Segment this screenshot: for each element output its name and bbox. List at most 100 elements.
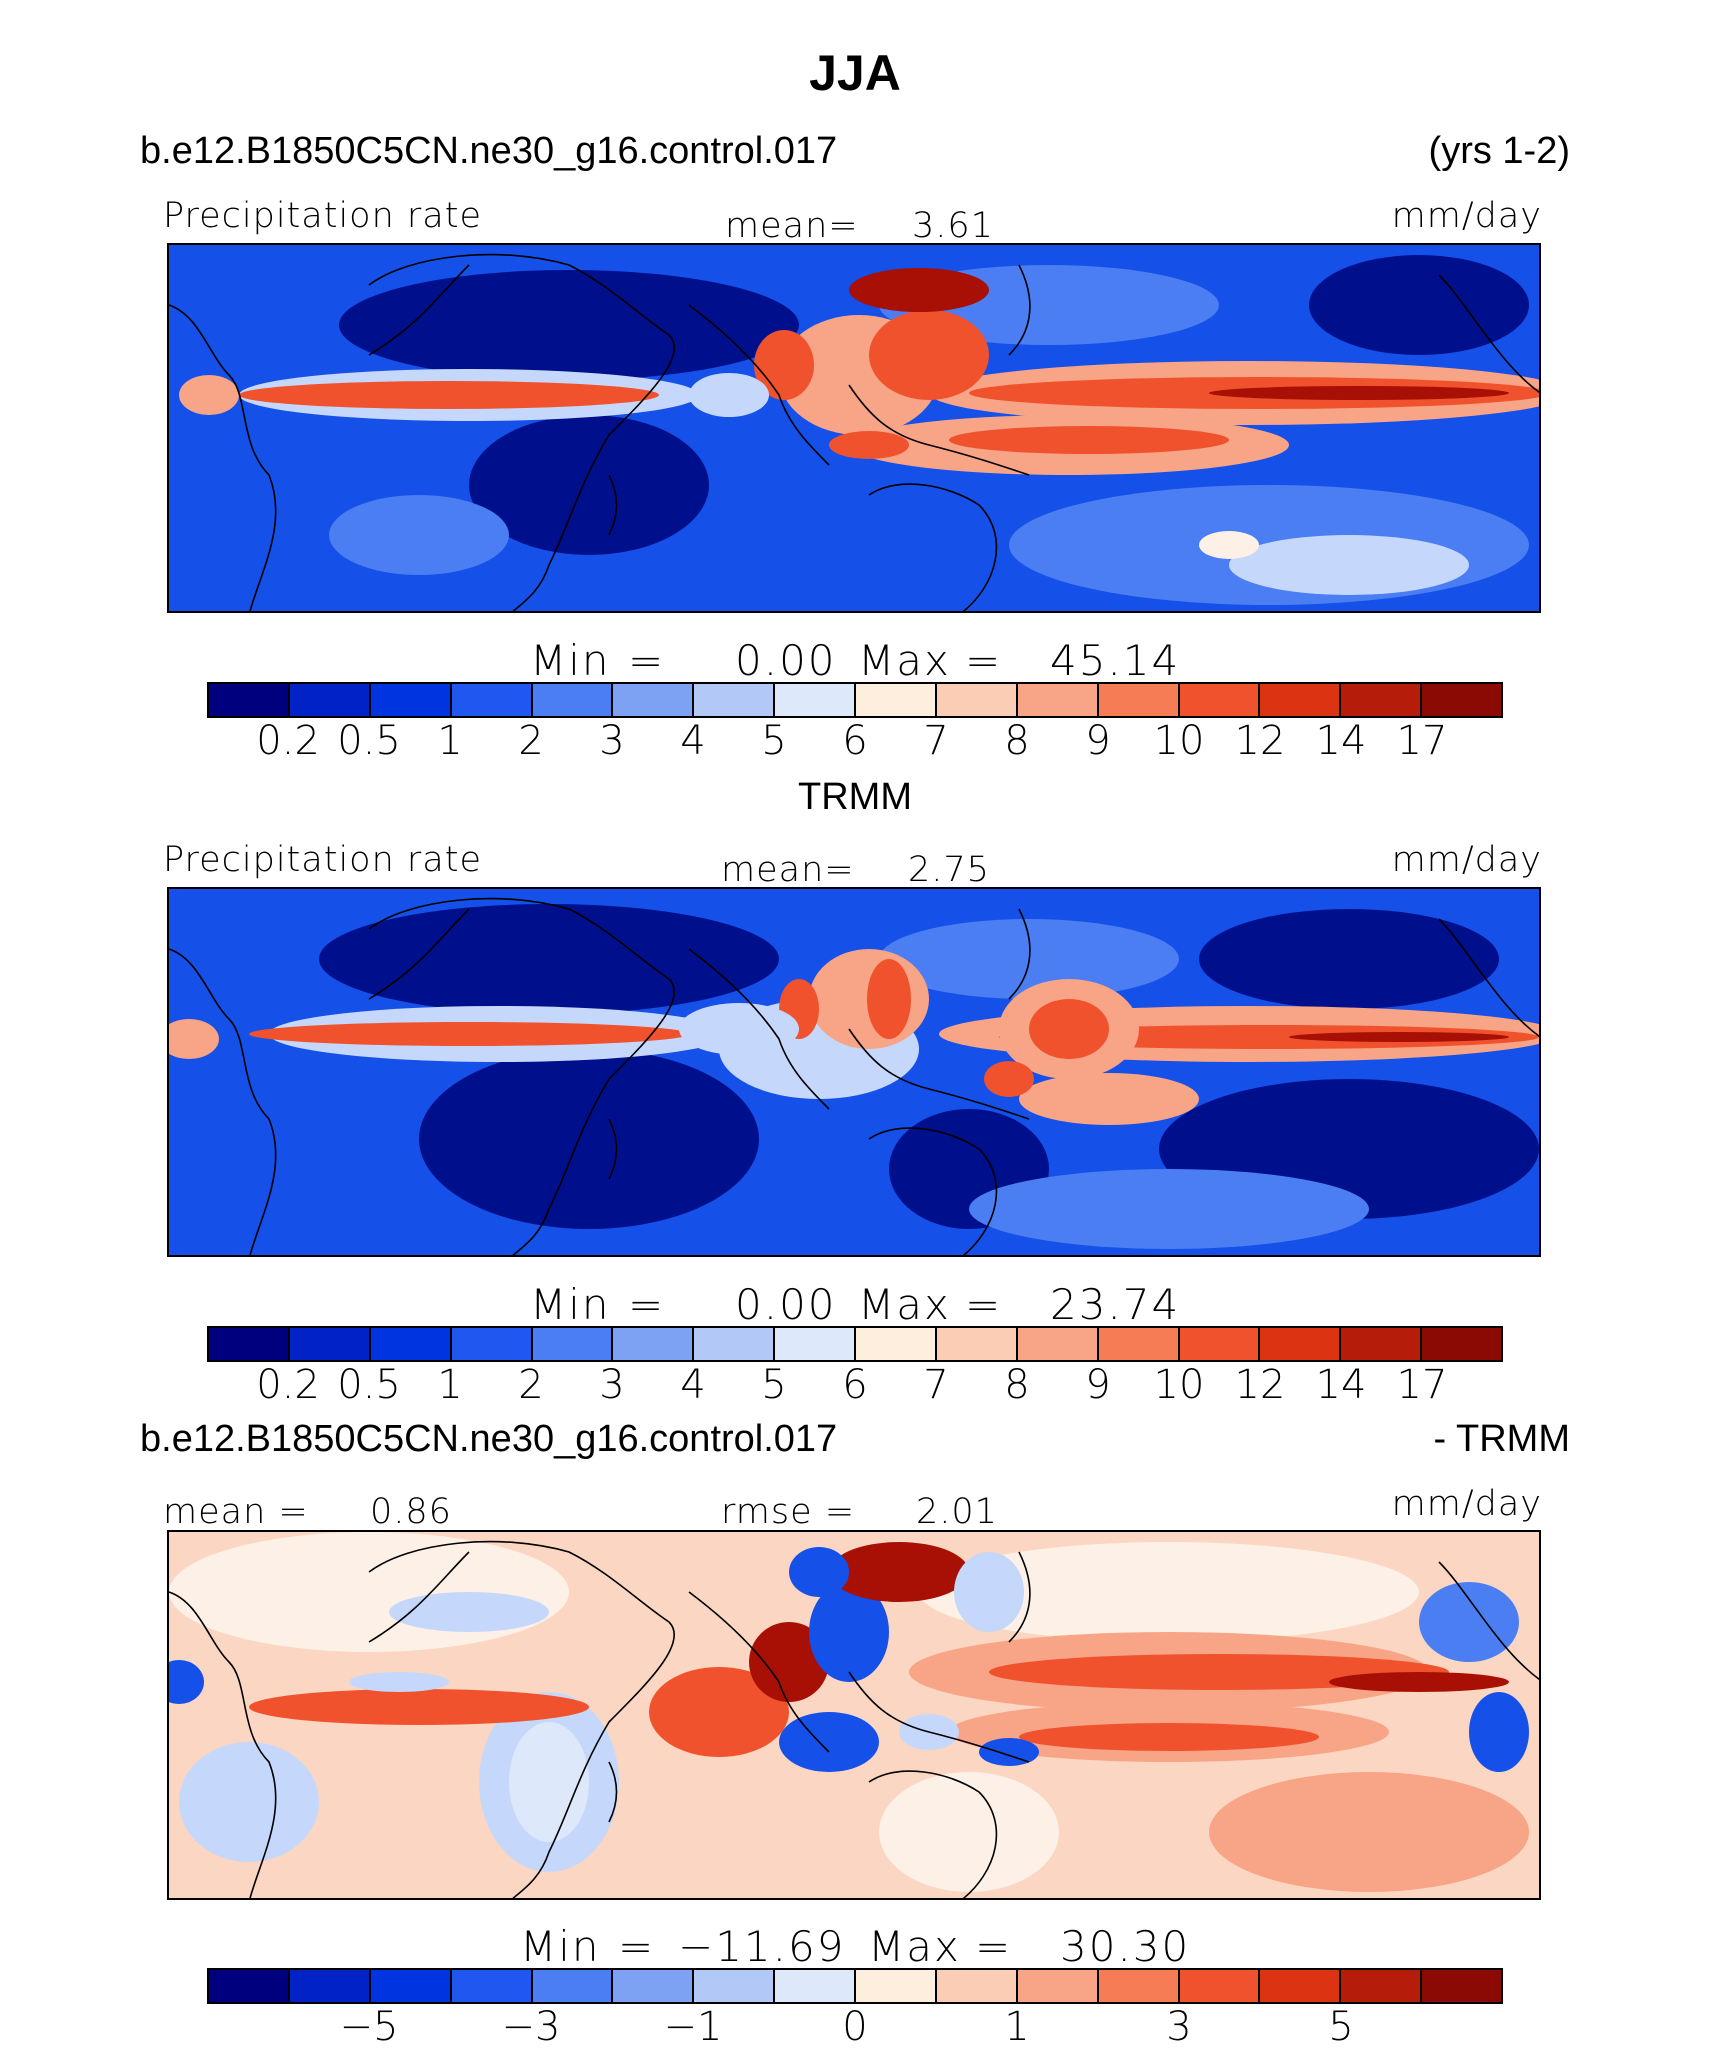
colorbar-tick-label: 17 <box>1396 1362 1448 1408</box>
colorbar-segment <box>856 1970 937 2002</box>
colorbar-tick-label: 7 <box>923 718 949 764</box>
colorbar-tick-label: 9 <box>1085 1362 1111 1408</box>
colorbar-tick-label: 0.2 <box>256 1362 320 1408</box>
panel1-mean-value: 3.61 <box>912 206 994 246</box>
panel3-colorbar <box>207 1968 1503 2004</box>
colorbar-segment <box>1098 1970 1180 2002</box>
colorbar-segment <box>532 1970 614 2002</box>
colorbar-segment <box>1098 1328 1180 1360</box>
colorbar-tick-label: 12 <box>1234 1362 1286 1408</box>
colorbar-tick-label: 0 <box>842 2004 868 2050</box>
colorbar-segment <box>1341 1328 1423 1360</box>
colorbar-segment <box>289 684 371 716</box>
colorbar-segment <box>856 684 937 716</box>
colorbar-tick-label: −3 <box>501 2004 561 2050</box>
colorbar-tick-label: −1 <box>663 2004 723 2050</box>
panel3-case-label: b.e12.B1850C5CN.ne30_g16.control.017 <box>140 1418 838 1460</box>
colorbar-segment <box>1422 684 1501 716</box>
colorbar-segment <box>694 1328 776 1360</box>
colorbar-tick-label: 4 <box>680 1362 706 1408</box>
colorbar-segment <box>1341 1970 1423 2002</box>
colorbar-segment <box>1260 1970 1342 2002</box>
colorbar-segment <box>775 684 856 716</box>
colorbar-tick-label: 3 <box>599 1362 625 1408</box>
colorbar-tick-label: 14 <box>1315 1362 1367 1408</box>
colorbar-segment <box>289 1328 371 1360</box>
colorbar-tick-label: 2 <box>518 718 544 764</box>
panel1-min-eq: = <box>628 636 666 685</box>
colorbar-tick-label: 0.5 <box>337 1362 401 1408</box>
colorbar-segment <box>613 1970 695 2002</box>
colorbar-tick-label: 3 <box>1166 2004 1192 2050</box>
colorbar-segment <box>1179 1328 1261 1360</box>
panel3-units: mm/day <box>1391 1484 1542 1524</box>
panel2-colorbar <box>207 1326 1503 1362</box>
panel1-units: mm/day <box>1391 196 1542 236</box>
panel1-case-label: b.e12.B1850C5CN.ne30_g16.control.017 <box>140 130 838 172</box>
colorbar-segment <box>775 1970 856 2002</box>
panel1-min-value: 0.00 <box>735 636 837 685</box>
colorbar-segment <box>1260 684 1342 716</box>
panel3-mean-label: mean = <box>163 1492 309 1532</box>
colorbar-segment <box>370 1970 452 2002</box>
colorbar-tick-label: 5 <box>1328 2004 1354 2050</box>
panel3-max-eq: = <box>975 1922 1013 1971</box>
panel2-map <box>167 887 1541 1257</box>
colorbar-tick-label: 3 <box>599 718 625 764</box>
colorbar-segment <box>1179 1970 1261 2002</box>
panel2-max-label: Max <box>858 1280 951 1329</box>
colorbar-tick-label: 2 <box>518 1362 544 1408</box>
colorbar-segment <box>694 1970 776 2002</box>
colorbar-segment <box>209 1970 290 2002</box>
colorbar-segment <box>936 1328 1018 1360</box>
colorbar-segment <box>289 1970 371 2002</box>
colorbar-segment <box>1260 1328 1342 1360</box>
colorbar-segment <box>694 684 776 716</box>
colorbar-tick-label: 10 <box>1153 1362 1205 1408</box>
panel1-max-eq: = <box>965 636 1003 685</box>
colorbar-tick-label: 9 <box>1085 718 1111 764</box>
panel1-mean-label: mean= <box>725 206 859 246</box>
colorbar-tick-label: 12 <box>1234 718 1286 764</box>
panel1-max-value: 45.14 <box>1050 636 1181 685</box>
colorbar-tick-label: 1 <box>437 718 463 764</box>
panel1-years-label: (yrs 1-2) <box>1428 130 1570 172</box>
panel2-min-label: Min <box>530 1280 611 1329</box>
panel2-mean-label: mean= <box>721 850 855 890</box>
page-title: JJA <box>809 45 901 101</box>
colorbar-tick-label: 8 <box>1004 718 1030 764</box>
panel2-min-eq: = <box>628 1280 666 1329</box>
colorbar-tick-label: 0.2 <box>256 718 320 764</box>
colorbar-tick-label: 8 <box>1004 1362 1030 1408</box>
colorbar-segment <box>856 1328 937 1360</box>
colorbar-segment <box>1341 684 1423 716</box>
panel3-min-value: −11.69 <box>678 1922 846 1971</box>
panel2-max-value: 23.74 <box>1050 1280 1181 1329</box>
colorbar-segment <box>1017 1328 1099 1360</box>
panel3-max-label: Max <box>868 1922 961 1971</box>
colorbar-tick-label: 0.5 <box>337 718 401 764</box>
panel1-map <box>167 243 1541 613</box>
colorbar-tick-label: 6 <box>842 1362 868 1408</box>
panel2-mean-value: 2.75 <box>908 850 990 890</box>
panel1-field-label: Precipitation rate <box>163 196 482 236</box>
colorbar-segment <box>775 1328 856 1360</box>
colorbar-tick-label: 7 <box>923 1362 949 1408</box>
colorbar-segment <box>209 1328 290 1360</box>
panel3-min-label: Min <box>520 1922 601 1971</box>
colorbar-tick-label: 4 <box>680 718 706 764</box>
colorbar-segment <box>451 1970 533 2002</box>
panel1-colorbar <box>207 682 1503 718</box>
panel3-max-value: 30.30 <box>1060 1922 1191 1971</box>
colorbar-segment <box>1017 684 1099 716</box>
panel2-max-eq: = <box>965 1280 1003 1329</box>
colorbar-segment <box>1017 1970 1099 2002</box>
colorbar-tick-label: 10 <box>1153 718 1205 764</box>
panel1-max-label: Max <box>858 636 951 685</box>
colorbar-segment <box>1098 684 1180 716</box>
colorbar-segment <box>613 1328 695 1360</box>
colorbar-segment <box>209 684 290 716</box>
panel1-min-label: Min <box>530 636 611 685</box>
colorbar-segment <box>532 1328 614 1360</box>
colorbar-segment <box>451 684 533 716</box>
